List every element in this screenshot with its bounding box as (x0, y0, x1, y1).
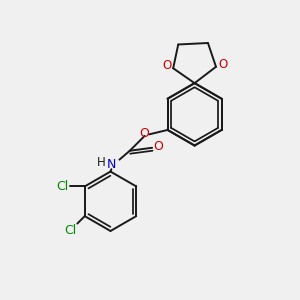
Text: H: H (97, 155, 106, 169)
Text: O: O (139, 127, 149, 140)
Text: O: O (218, 58, 227, 71)
Text: Cl: Cl (56, 180, 69, 193)
Text: Cl: Cl (64, 224, 76, 238)
Text: N: N (107, 158, 116, 171)
Text: O: O (154, 140, 164, 153)
Text: O: O (162, 59, 171, 72)
